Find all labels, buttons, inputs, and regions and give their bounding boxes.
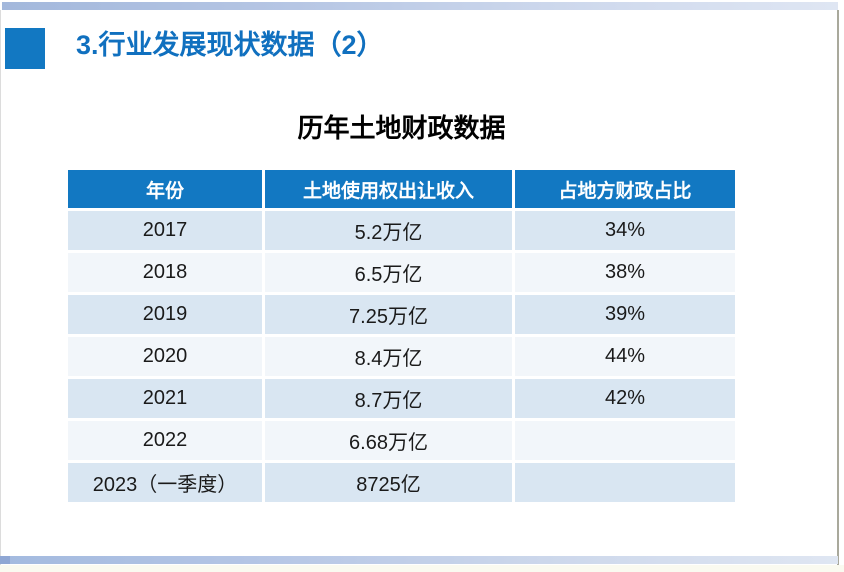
- table-cell-revenue: 6.5万亿: [265, 253, 512, 292]
- bottom-edge-strip: [0, 565, 844, 572]
- table-cell-year: 2022: [68, 421, 262, 460]
- table-cell-year: 2017: [68, 211, 262, 250]
- table-cell-year: 2018: [68, 253, 262, 292]
- table-cell-share: 39%: [515, 295, 735, 334]
- data-table: 年份 土地使用权出让收入 占地方财政占比 2017 5.2万亿 34% 2018…: [68, 170, 735, 502]
- bottom-bar-left-chip: [0, 556, 10, 564]
- table-cell-year: 2021: [68, 379, 262, 418]
- right-edge-line: [837, 10, 839, 572]
- table-title: 历年土地财政数据: [297, 113, 506, 143]
- page-title: 3.行业发展现状数据（2）: [76, 30, 384, 60]
- table-cell-year: 2020: [68, 337, 262, 376]
- table-cell-share: 44%: [515, 337, 735, 376]
- table-cell-revenue: 7.25万亿: [265, 295, 512, 334]
- table-cell-year: 2019: [68, 295, 262, 334]
- table-cell-share: [515, 463, 735, 502]
- table-cell-share: [515, 421, 735, 460]
- bottom-accent-bar: [0, 556, 838, 564]
- left-edge-line: [0, 10, 1, 572]
- table-cell-year: 2023（一季度）: [68, 463, 262, 502]
- column-header-revenue: 土地使用权出让收入: [265, 170, 512, 208]
- table-cell-share: 34%: [515, 211, 735, 250]
- table-cell-share: 38%: [515, 253, 735, 292]
- table-cell-share: 42%: [515, 379, 735, 418]
- column-header-share: 占地方财政占比: [515, 170, 735, 208]
- table-cell-revenue: 8725亿: [265, 463, 512, 502]
- table-cell-revenue: 6.68万亿: [265, 421, 512, 460]
- heading-accent-square: [5, 28, 45, 69]
- table-cell-revenue: 8.7万亿: [265, 379, 512, 418]
- top-accent-bar: [2, 2, 838, 10]
- table-cell-revenue: 5.2万亿: [265, 211, 512, 250]
- column-header-year: 年份: [68, 170, 262, 208]
- table-cell-revenue: 8.4万亿: [265, 337, 512, 376]
